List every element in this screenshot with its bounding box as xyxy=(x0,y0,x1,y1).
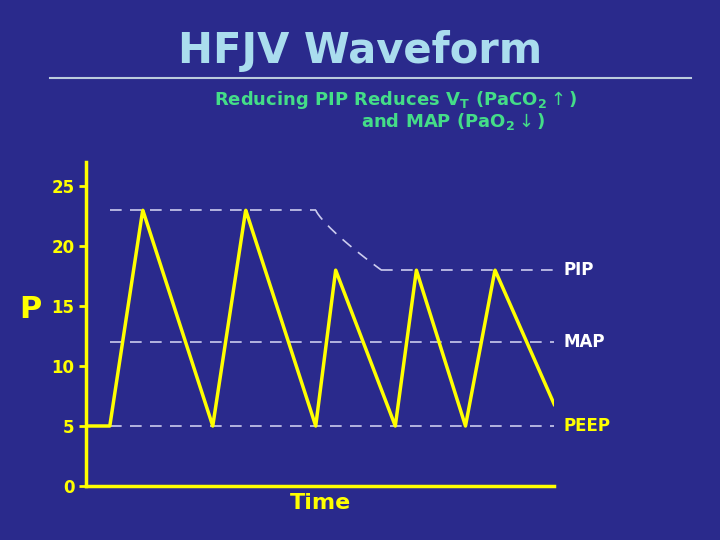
Y-axis label: P: P xyxy=(19,295,42,324)
Text: Reducing PIP Reduces $\mathregular{V_T}$ (PaCO$\mathregular{_2}$$\uparrow$): Reducing PIP Reduces $\mathregular{V_T}$… xyxy=(215,89,577,111)
Text: PEEP: PEEP xyxy=(564,417,611,435)
Text: MAP: MAP xyxy=(564,333,606,351)
Text: and MAP (PaO$\mathregular{_2}$$\downarrow$): and MAP (PaO$\mathregular{_2}$$\downarro… xyxy=(361,111,546,132)
Text: PIP: PIP xyxy=(564,261,594,279)
Text: HFJV Waveform: HFJV Waveform xyxy=(178,30,542,72)
X-axis label: Time: Time xyxy=(289,493,351,513)
